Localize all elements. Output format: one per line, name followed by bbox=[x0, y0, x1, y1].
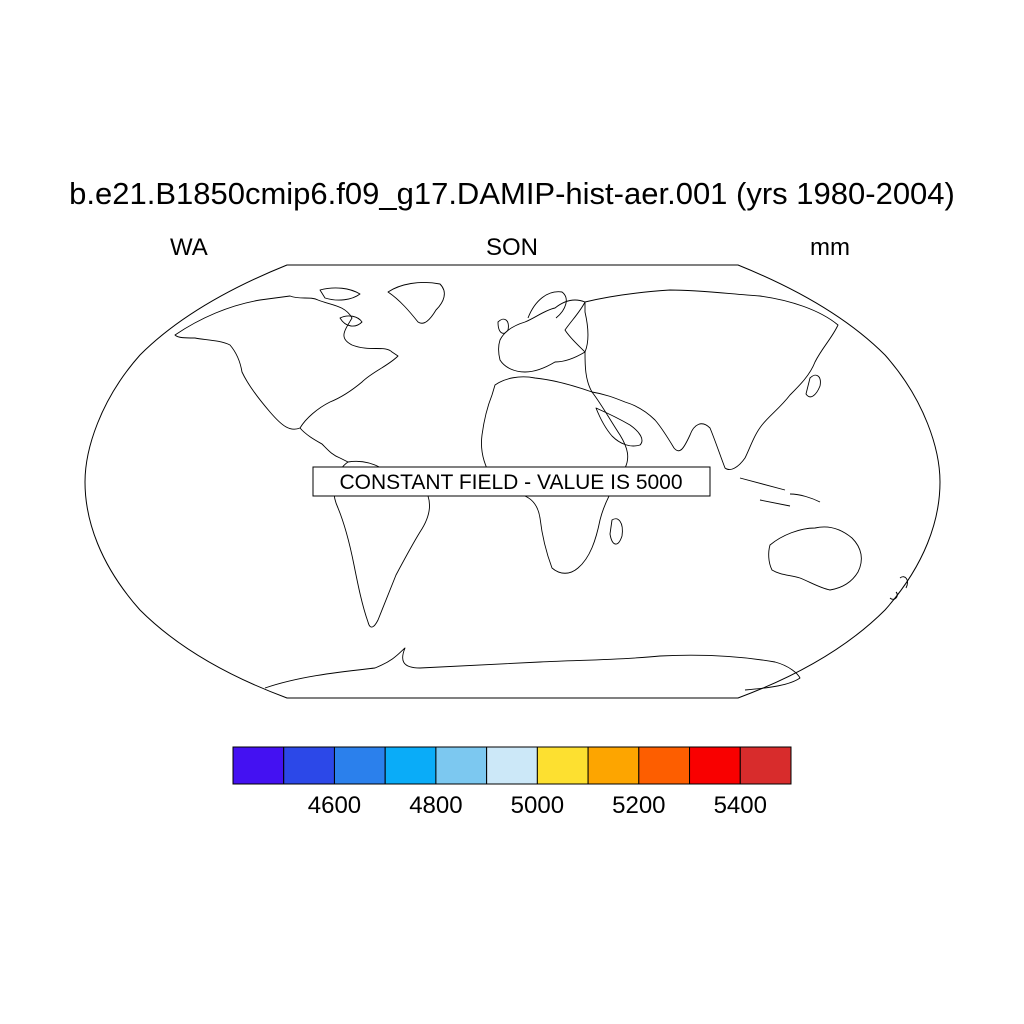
coastline-japan bbox=[805, 374, 821, 398]
coastline-central-america bbox=[299, 427, 349, 463]
colorbar-swatch bbox=[587, 746, 640, 785]
colorbar-tick-label: 5200 bbox=[612, 792, 666, 819]
colorbar-swatch bbox=[435, 746, 488, 785]
map-frame bbox=[84, 264, 941, 699]
colorbar bbox=[232, 746, 792, 785]
coastline-arctic-islands bbox=[319, 287, 363, 327]
coastline-greenland bbox=[387, 281, 445, 324]
coastline-scandinavia bbox=[527, 291, 567, 319]
coastline-british-isles bbox=[497, 318, 509, 334]
colorbar-swatch bbox=[638, 746, 691, 785]
coastline-australia bbox=[768, 526, 862, 591]
colorbar-tick-label: 4600 bbox=[307, 792, 362, 819]
coastline-new-zealand bbox=[889, 576, 908, 600]
colorbar-swatch bbox=[486, 746, 538, 785]
colorbar-tick-label: 5000 bbox=[510, 792, 565, 819]
colorbar-swatch bbox=[232, 746, 285, 785]
coastline-indonesia bbox=[739, 477, 821, 507]
colorbar-swatch bbox=[689, 746, 741, 785]
variable-label: WA bbox=[170, 234, 208, 261]
coastline-europe bbox=[498, 299, 586, 373]
coastline-arabia bbox=[595, 407, 643, 447]
coastline-madagascar bbox=[609, 518, 623, 545]
colorbar-swatch bbox=[333, 746, 386, 785]
colorbar-swatch bbox=[384, 746, 437, 785]
constant-field-text: CONSTANT FIELD - VALUE IS 5000 bbox=[339, 471, 682, 494]
colorbar-swatch bbox=[739, 746, 792, 785]
coastline-asia bbox=[584, 289, 839, 470]
constant-field-box bbox=[312, 466, 711, 497]
colorbar-swatch bbox=[283, 746, 335, 785]
season-label: SON bbox=[485, 234, 538, 261]
colorbar-tick-label: 4800 bbox=[409, 792, 463, 819]
units-label: mm bbox=[810, 234, 850, 261]
coastline-antarctica bbox=[264, 647, 801, 691]
colorbar-tick-label: 5400 bbox=[713, 792, 767, 819]
colorbar-swatch bbox=[536, 746, 589, 785]
coastline-north-america bbox=[174, 295, 399, 430]
plot-title: b.e21.B1850cmip6.f09_g17.DAMIP-hist-aer.… bbox=[69, 176, 955, 211]
